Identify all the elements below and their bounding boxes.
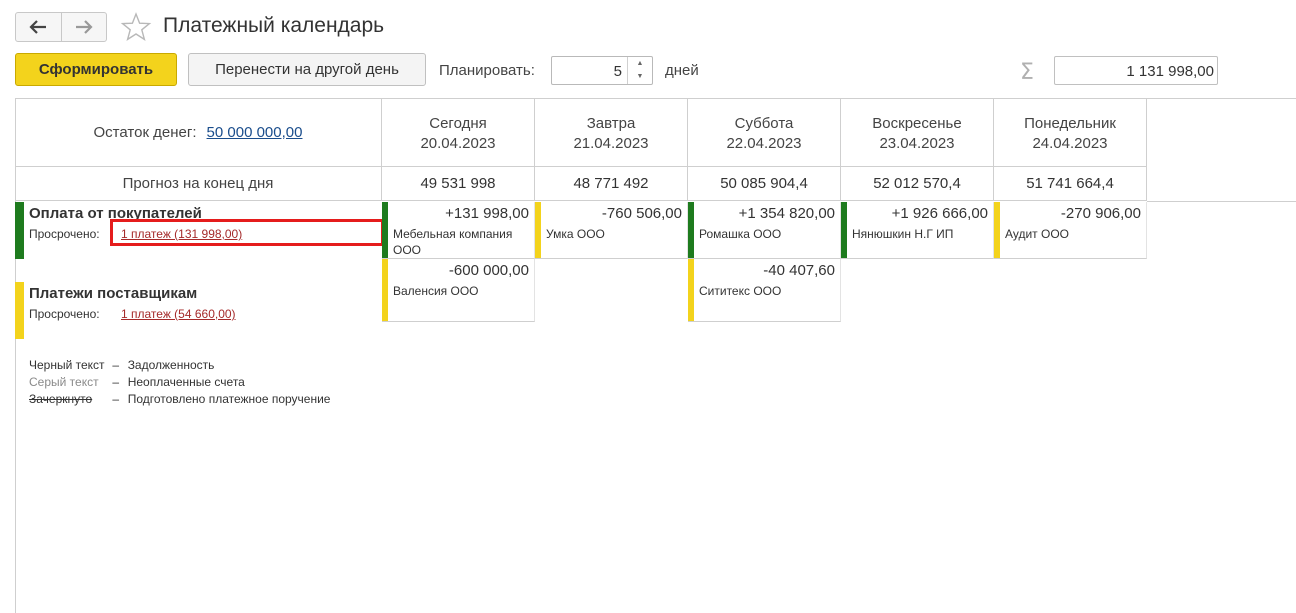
payment-amount: +1 926 666,00: [891, 205, 988, 222]
payment-amount: -40 407,60: [763, 262, 835, 279]
day-header-4: Понедельник 24.04.2023: [994, 98, 1147, 167]
day-header-1: Завтра 21.04.2023: [535, 98, 688, 167]
day-date: 23.04.2023: [879, 135, 955, 152]
customers-section-title: Оплата от покупателей: [29, 205, 202, 222]
window-header: Платежный календарь: [0, 0, 1296, 48]
legend-item: Серый текст – Неоплаченные счета: [29, 375, 245, 389]
payment-amount: +1 354 820,00: [738, 205, 835, 222]
page-title: Платежный календарь: [163, 14, 385, 37]
payment-amount: -270 906,00: [1060, 205, 1141, 222]
calendar-area: [15, 98, 1296, 613]
day-name: Воскресенье: [872, 115, 962, 132]
payment-counterparty: Аудит ООО: [1005, 227, 1070, 241]
day-date: 20.04.2023: [420, 135, 496, 152]
payment-counterparty: Ромашка ООО: [699, 227, 782, 241]
row-divider: [1147, 201, 1296, 202]
status-marker: [382, 259, 388, 321]
arrow-left-icon: [29, 20, 47, 34]
spin-up-icon[interactable]: ▲: [636, 60, 644, 67]
payment-cell[interactable]: -270 906,00 Аудит ООО: [994, 202, 1147, 259]
plan-label: Планировать:: [439, 62, 535, 79]
legend-dash: –: [112, 392, 120, 406]
days-label: дней: [665, 62, 699, 79]
suppliers-section-title: Платежи поставщикам: [29, 285, 198, 302]
customers-section-bar: [15, 202, 24, 259]
status-marker: [688, 202, 694, 258]
legend-item: Зачеркнуто – Подготовлено платежное пору…: [29, 392, 330, 406]
back-button[interactable]: [16, 13, 61, 41]
generate-button[interactable]: Сформировать: [15, 53, 177, 86]
forecast-label: Прогноз на конец дня: [15, 167, 382, 201]
status-marker: [688, 259, 694, 321]
balance-cell: Остаток денег: 50 000 000,00: [15, 98, 382, 167]
payment-amount: +131 998,00: [445, 205, 529, 222]
payment-cell[interactable]: -760 506,00 Умка ООО: [535, 202, 688, 259]
forecast-cell-4: 51 741 664,4: [994, 167, 1147, 201]
status-marker: [535, 202, 541, 258]
day-header-3: Воскресенье 23.04.2023: [841, 98, 994, 167]
plan-days-stepper[interactable]: 5 ▲ ▼: [551, 56, 653, 85]
legend-key: Черный текст: [29, 358, 105, 372]
plan-days-value[interactable]: 5: [613, 63, 622, 80]
payment-amount: -600 000,00: [448, 262, 529, 279]
day-date: 21.04.2023: [573, 135, 649, 152]
legend-dash: –: [112, 375, 120, 389]
highlight-box: [110, 219, 384, 246]
legend-key: Серый текст: [29, 375, 99, 389]
favorite-star-icon[interactable]: [120, 11, 152, 43]
total-sum-field: 1 131 998,00: [1054, 56, 1218, 85]
customers-overdue-label: Просрочено:: [29, 227, 100, 241]
total-sum-value: 1 131 998,00: [1126, 63, 1214, 80]
payment-counterparty: Валенсия ООО: [393, 284, 479, 298]
legend-desc: Задолженность: [127, 358, 215, 372]
arrow-right-icon: [75, 20, 93, 34]
day-header-0: Сегодня 20.04.2023: [382, 98, 535, 167]
legend-dash: –: [112, 358, 120, 372]
nav-buttons: [15, 12, 107, 42]
payment-cell[interactable]: +131 998,00 Мебельная компания ООО: [382, 202, 535, 259]
legend-key: Зачеркнуто: [29, 392, 93, 406]
day-name: Завтра: [586, 115, 636, 132]
spin-down-icon[interactable]: ▼: [636, 73, 644, 80]
day-name: Суббота: [734, 115, 794, 132]
status-marker: [994, 202, 1000, 258]
day-name: Понедельник: [1024, 115, 1116, 132]
status-marker: [382, 202, 388, 258]
payment-cell[interactable]: +1 354 820,00 Ромашка ООО: [688, 202, 841, 259]
legend-desc: Неоплаченные счета: [127, 375, 245, 389]
legend-desc: Подготовлено платежное поручение: [127, 392, 331, 406]
payment-counterparty: Умка ООО: [546, 227, 605, 241]
balance-label: Остаток денег:: [93, 123, 197, 141]
day-date: 22.04.2023: [726, 135, 802, 152]
payment-counterparty: Сититекс ООО: [699, 284, 782, 298]
payment-cell[interactable]: +1 926 666,00 Нянюшкин Н.Г ИП: [841, 202, 994, 259]
suppliers-overdue-label: Просрочено:: [29, 307, 100, 321]
forecast-cell-0: 49 531 998: [382, 167, 535, 201]
payment-cell[interactable]: -600 000,00 Валенсия ООО: [382, 259, 535, 322]
status-marker: [841, 202, 847, 258]
forecast-cell-2: 50 085 904,4: [688, 167, 841, 201]
customers-overdue-link[interactable]: 1 платеж (131 998,00): [121, 227, 243, 241]
move-to-another-day-button[interactable]: Перенести на другой день: [188, 53, 426, 86]
day-date: 24.04.2023: [1032, 135, 1108, 152]
forecast-cell-3: 52 012 570,4: [841, 167, 994, 201]
spinner: ▲ ▼: [627, 57, 652, 84]
payment-cell[interactable]: -40 407,60 Сититекс ООО: [688, 259, 841, 322]
day-name: Сегодня: [429, 115, 487, 132]
payment-amount: -760 506,00: [601, 205, 682, 222]
legend-item: Черный текст – Задолженность: [29, 358, 214, 372]
suppliers-section-bar: [15, 282, 24, 339]
payment-counterparty: Нянюшкин Н.Г ИП: [852, 227, 954, 241]
forecast-cell-1: 48 771 492: [535, 167, 688, 201]
suppliers-overdue-link[interactable]: 1 платеж (54 660,00): [121, 307, 236, 321]
payment-counterparty: Мебельная компания ООО: [393, 227, 513, 257]
balance-value-link[interactable]: 50 000 000,00: [206, 123, 303, 141]
sigma-icon: Σ: [1020, 60, 1034, 85]
forward-button[interactable]: [60, 13, 106, 41]
day-header-2: Суббота 22.04.2023: [688, 98, 841, 167]
